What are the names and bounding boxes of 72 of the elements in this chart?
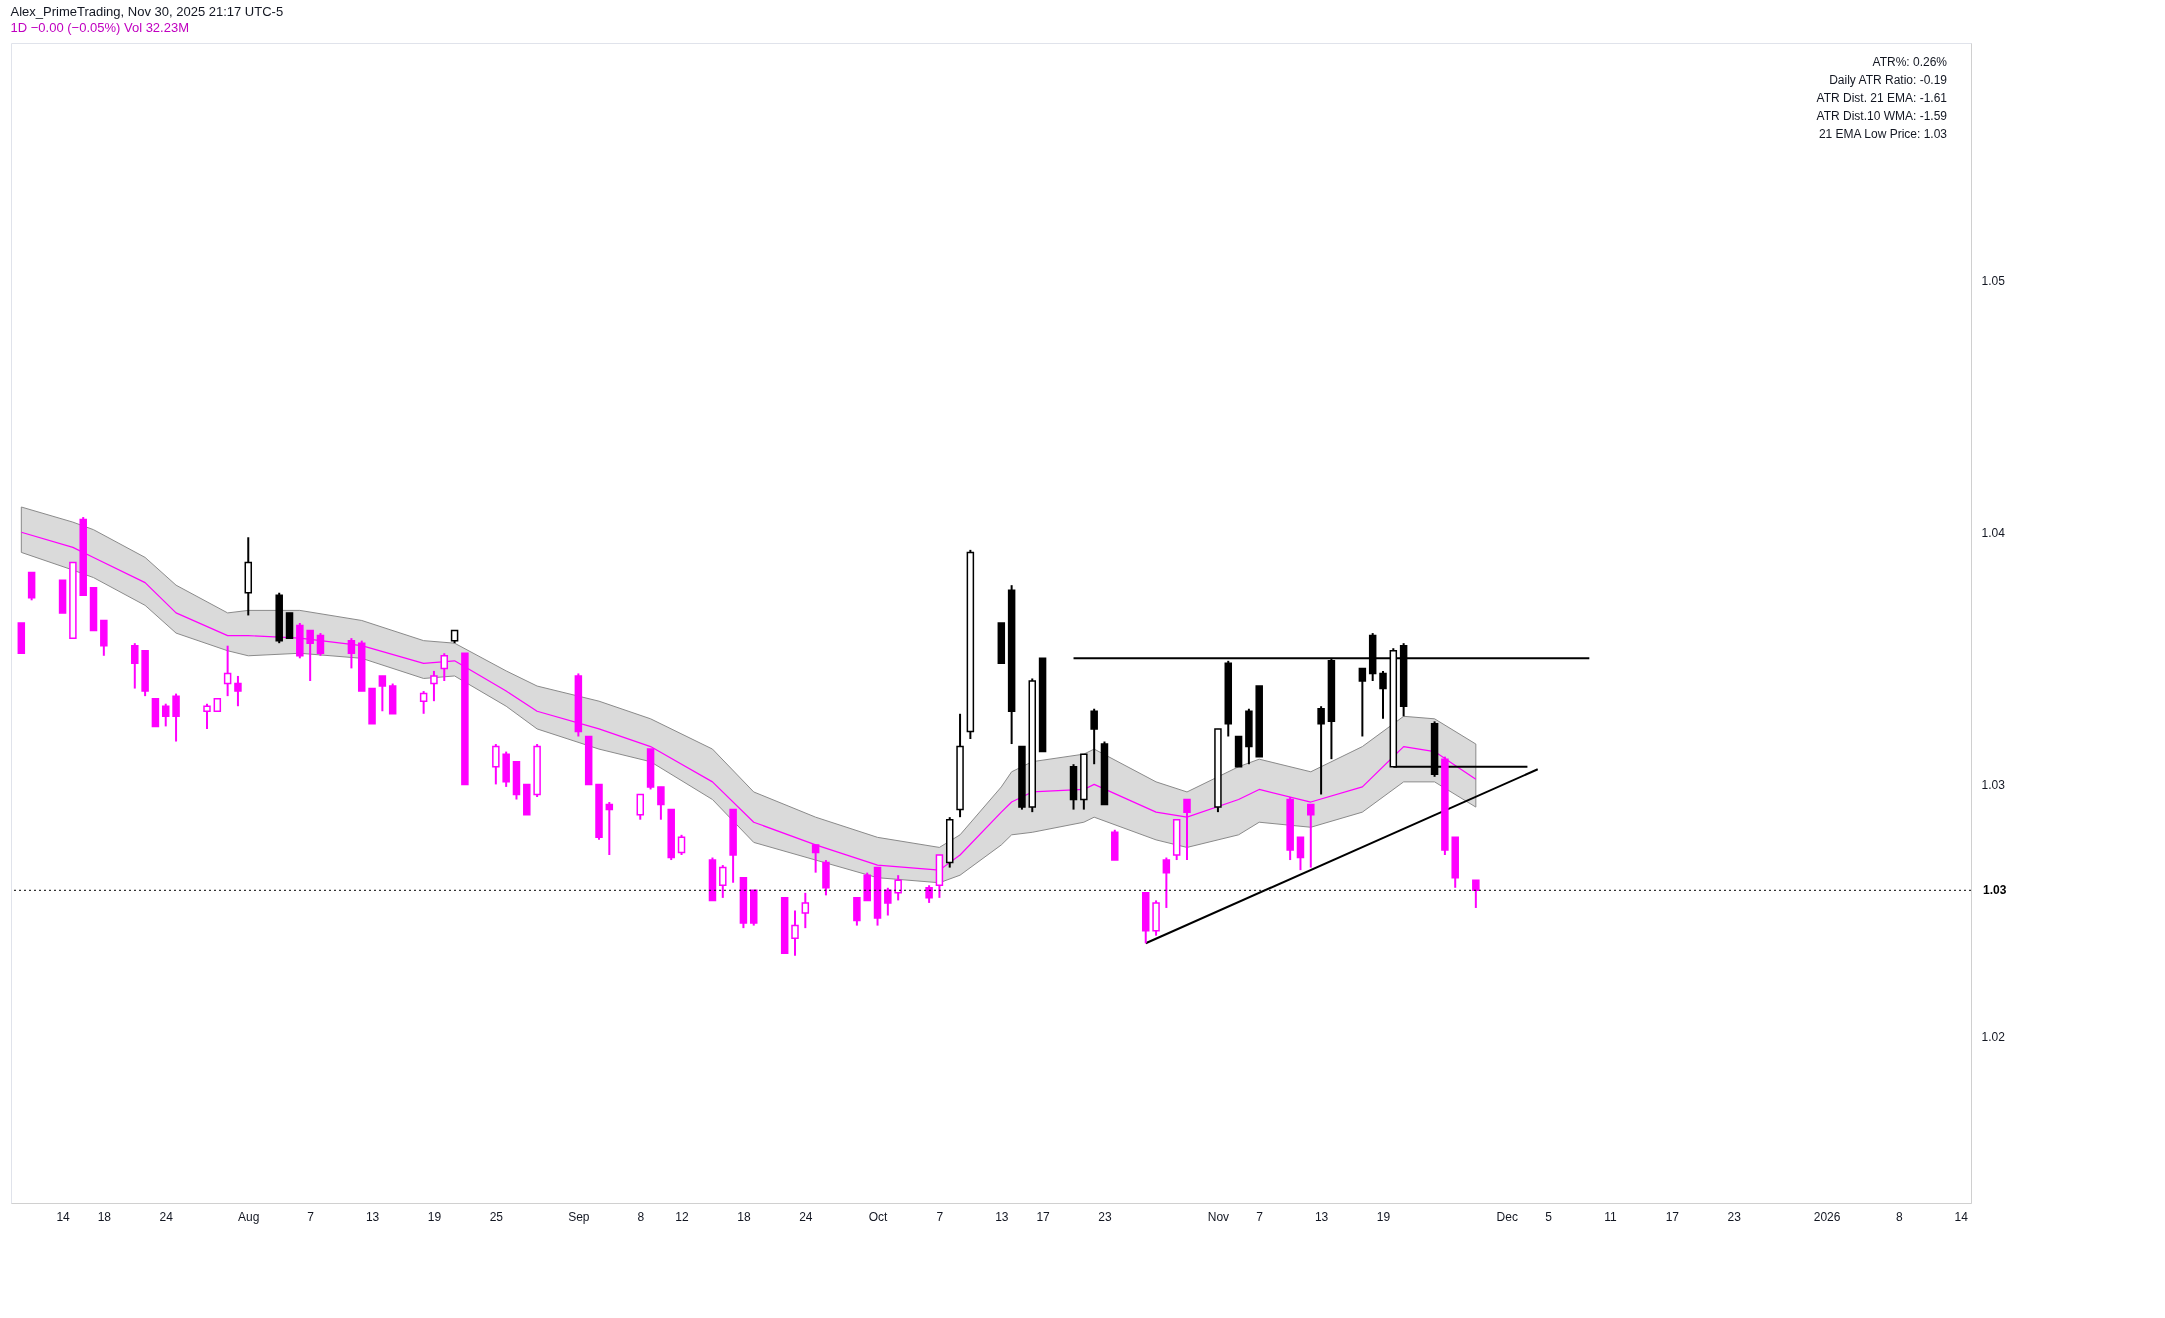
x-tick-label: 24 xyxy=(799,1209,813,1224)
x-tick-label: 11 xyxy=(1604,1209,1617,1224)
candlestick xyxy=(172,692,180,743)
candlestick xyxy=(1296,836,1305,872)
x-tick-label: 7 xyxy=(1256,1209,1264,1224)
chart-subtitle: 1D −0.00 (−0.05%) Vol 32.23M xyxy=(10,20,190,35)
x-tick-label: 14 xyxy=(56,1209,71,1224)
annotation: ATR Dist. 21 EMA: -1.61 xyxy=(1816,91,1948,105)
x-tick-label: 23 xyxy=(1727,1209,1742,1224)
chart-title: Alex_PrimeTrading, Nov 30, 2025 21:17 UTC-5 xyxy=(10,4,284,19)
x-tick-label: Nov xyxy=(1207,1209,1230,1224)
candlestick xyxy=(853,896,861,927)
candlestick xyxy=(1472,879,1480,909)
x-tick-label: 18 xyxy=(737,1209,751,1224)
candlestick xyxy=(894,874,902,902)
x-tick-label: Dec xyxy=(1496,1209,1518,1224)
x-tick-label: 23 xyxy=(1098,1209,1112,1224)
x-tick-label: 18 xyxy=(97,1209,112,1224)
candlestick xyxy=(131,642,139,690)
x-tick-label: 5 xyxy=(1545,1209,1553,1224)
y-tick-label: 1.03 xyxy=(1981,777,2006,792)
candlestick xyxy=(1162,856,1171,909)
candlestick xyxy=(234,674,242,708)
candlestick xyxy=(801,891,810,930)
y-tick-label: 1.02 xyxy=(1981,1030,2006,1045)
candlestick xyxy=(657,785,665,821)
candlestick xyxy=(1358,667,1367,738)
candlestick xyxy=(492,743,500,786)
x-tick-label: 17 xyxy=(1665,1209,1680,1224)
candlestick xyxy=(884,886,892,917)
candlestick xyxy=(306,629,314,682)
x-tick-label: 13 xyxy=(1314,1209,1329,1224)
x-tick-label: 8 xyxy=(1895,1209,1903,1224)
x-tick-label: 19 xyxy=(1376,1209,1391,1224)
y-tick-label: 1.04 xyxy=(1981,525,2006,540)
x-tick-label: Aug xyxy=(238,1209,260,1224)
x-tick-label: Sep xyxy=(568,1209,590,1224)
x-tick-label: 14 xyxy=(1954,1209,1969,1224)
candlestick xyxy=(223,644,232,698)
candlestick xyxy=(316,632,325,657)
x-tick-label: 12 xyxy=(675,1209,690,1224)
x-tick-label: 8 xyxy=(637,1209,645,1224)
x-tick-label: 2026 xyxy=(1813,1209,1841,1224)
x-tick-label: 7 xyxy=(936,1209,944,1224)
annotation: 21 EMA Low Price: 1.03 xyxy=(1818,127,1948,141)
candlestick xyxy=(719,864,727,899)
annotation: Daily ATR Ratio: -0.19 xyxy=(1829,73,1948,87)
candlestick xyxy=(1379,669,1387,720)
x-tick-label: Oct xyxy=(868,1209,889,1224)
x-tick-label: 13 xyxy=(995,1209,1009,1224)
candlestick xyxy=(440,652,449,682)
candlestick xyxy=(1183,798,1191,862)
candlestick xyxy=(378,674,387,713)
candlestick xyxy=(636,793,645,821)
x-tick-label: 24 xyxy=(159,1209,174,1224)
candlestick xyxy=(677,833,686,856)
x-tick-label: 25 xyxy=(489,1209,504,1224)
candlestick xyxy=(419,690,428,715)
annotation: ATR%: 0.26% xyxy=(1872,55,1948,69)
candlestick xyxy=(203,702,211,730)
x-tick-label: 19 xyxy=(427,1209,442,1224)
x-tick-label: 17 xyxy=(1036,1209,1051,1224)
candlestick xyxy=(347,637,356,670)
candlestick xyxy=(430,669,438,703)
candlestick xyxy=(1090,707,1098,766)
candlestick xyxy=(791,909,799,957)
annotation: ATR Dist.10 WMA: -1.59 xyxy=(1816,109,1948,123)
y-tick-label: 1.05 xyxy=(1981,273,2006,288)
x-tick-label: 7 xyxy=(307,1209,315,1224)
x-tick-label: 13 xyxy=(365,1209,380,1224)
candlestick xyxy=(161,702,170,728)
candlestick xyxy=(1317,705,1325,796)
